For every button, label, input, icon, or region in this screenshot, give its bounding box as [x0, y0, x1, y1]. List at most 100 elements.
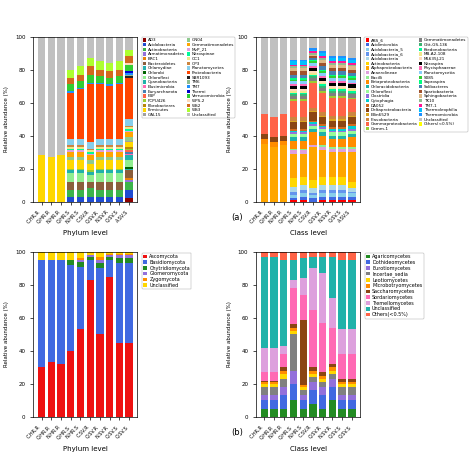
- Bar: [338, 395, 346, 400]
- Bar: [106, 63, 113, 71]
- Bar: [300, 141, 307, 149]
- Bar: [348, 387, 356, 395]
- Bar: [310, 111, 317, 113]
- Bar: [57, 364, 64, 417]
- X-axis label: Class level: Class level: [290, 230, 327, 236]
- Bar: [329, 83, 336, 86]
- Y-axis label: Relative abundance (%): Relative abundance (%): [4, 86, 9, 152]
- Bar: [280, 409, 287, 417]
- Bar: [338, 81, 346, 83]
- Bar: [126, 78, 133, 119]
- Bar: [329, 96, 336, 98]
- Bar: [116, 70, 123, 76]
- Bar: [87, 172, 94, 175]
- Bar: [348, 129, 356, 131]
- Bar: [310, 122, 317, 124]
- Bar: [338, 86, 346, 88]
- Bar: [329, 132, 336, 136]
- Bar: [338, 196, 346, 200]
- Bar: [261, 37, 268, 114]
- Bar: [329, 88, 336, 89]
- Bar: [348, 395, 356, 400]
- Bar: [290, 200, 297, 202]
- Bar: [338, 27, 346, 56]
- Bar: [310, 180, 317, 188]
- Bar: [290, 371, 297, 384]
- Bar: [290, 61, 297, 65]
- Bar: [126, 167, 133, 169]
- Bar: [290, 122, 297, 129]
- Bar: [329, 147, 336, 149]
- Bar: [300, 149, 307, 150]
- Legend: Ascomycota, Basidiomycota, Chytridiomycota, Glomeromycota, Zygomycota, Unclassif: Ascomycota, Basidiomycota, Chytridiomyco…: [142, 253, 191, 289]
- Bar: [348, 98, 356, 99]
- Bar: [126, 141, 133, 142]
- Bar: [310, 310, 317, 367]
- Bar: [96, 146, 103, 147]
- Bar: [290, 86, 297, 89]
- Bar: [310, 51, 317, 53]
- Bar: [290, 328, 297, 331]
- Bar: [57, 260, 64, 364]
- Bar: [290, 121, 297, 122]
- Bar: [126, 63, 133, 65]
- Bar: [300, 252, 307, 258]
- Bar: [290, 68, 297, 71]
- Bar: [319, 113, 326, 116]
- Bar: [348, 80, 356, 83]
- Bar: [116, 139, 123, 146]
- Bar: [329, 200, 336, 202]
- Bar: [348, 93, 356, 94]
- Bar: [338, 200, 346, 202]
- Bar: [290, 150, 297, 154]
- Bar: [67, 260, 74, 265]
- X-axis label: Phylum level: Phylum level: [63, 230, 108, 236]
- Bar: [96, 174, 103, 182]
- Bar: [348, 88, 356, 89]
- Bar: [116, 182, 123, 190]
- Bar: [96, 169, 103, 170]
- Bar: [290, 20, 297, 23]
- Y-axis label: Relative abundance (%): Relative abundance (%): [227, 86, 232, 152]
- Bar: [77, 262, 84, 267]
- Bar: [290, 191, 297, 195]
- Bar: [126, 343, 133, 417]
- Bar: [310, 403, 317, 417]
- Bar: [261, 382, 268, 384]
- Bar: [300, 193, 307, 196]
- X-axis label: Class level: Class level: [290, 446, 327, 452]
- Bar: [300, 137, 307, 141]
- Bar: [87, 196, 94, 202]
- Bar: [96, 190, 103, 196]
- Bar: [96, 70, 103, 76]
- Bar: [348, 58, 356, 60]
- Bar: [338, 329, 346, 354]
- Bar: [290, 384, 297, 400]
- Bar: [329, 98, 336, 116]
- Bar: [348, 66, 356, 70]
- Bar: [300, 89, 307, 91]
- Bar: [329, 65, 336, 68]
- Bar: [77, 66, 84, 75]
- Bar: [261, 400, 268, 409]
- Bar: [300, 320, 307, 386]
- Bar: [329, 196, 336, 200]
- Bar: [310, 73, 317, 75]
- Bar: [290, 84, 297, 86]
- Bar: [300, 61, 307, 65]
- Bar: [300, 66, 307, 68]
- Bar: [329, 371, 336, 374]
- Bar: [290, 137, 297, 141]
- Bar: [319, 66, 326, 70]
- Bar: [96, 334, 103, 417]
- Bar: [310, 53, 317, 55]
- Bar: [348, 83, 356, 84]
- Bar: [87, 257, 94, 260]
- Bar: [126, 50, 133, 56]
- Bar: [57, 252, 64, 260]
- Bar: [319, 78, 326, 81]
- Bar: [96, 150, 103, 152]
- Bar: [300, 101, 307, 117]
- Bar: [96, 83, 103, 84]
- Bar: [261, 348, 268, 372]
